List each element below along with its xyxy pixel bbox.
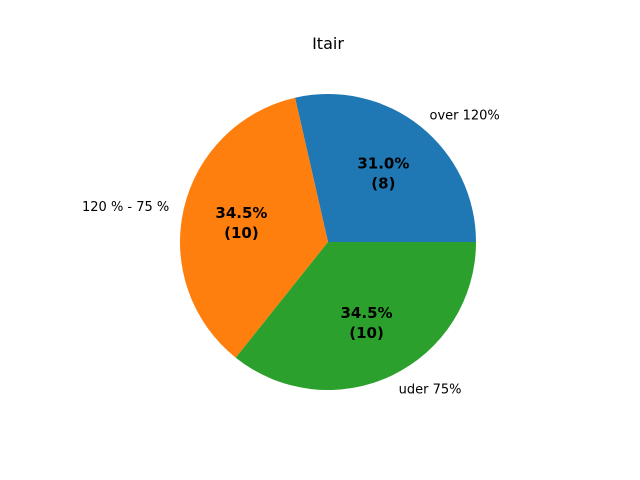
pie-slices bbox=[180, 94, 476, 391]
pie-slice bbox=[295, 94, 476, 242]
slice-percent-label: 31.0% bbox=[357, 155, 409, 173]
slice-label: 120 % - 75 % bbox=[82, 200, 169, 215]
slice-label: over 120% bbox=[430, 109, 500, 124]
chart-title: Itair bbox=[312, 34, 344, 53]
pie-labels: over 120% 31.0% (8) 120 % - 75 % 34.5% (10) ud… bbox=[82, 109, 500, 398]
slice-count-label: (8) bbox=[371, 175, 395, 193]
slice-count-label: (10) bbox=[224, 224, 259, 242]
slice-count-label: (10) bbox=[349, 324, 384, 342]
slice-percent-label: 34.5% bbox=[341, 304, 393, 322]
pie-slice bbox=[235, 242, 476, 391]
slice-label: uder 75% bbox=[399, 383, 462, 398]
pie-slice bbox=[180, 97, 328, 358]
slice-percent-label: 34.5% bbox=[215, 204, 267, 222]
